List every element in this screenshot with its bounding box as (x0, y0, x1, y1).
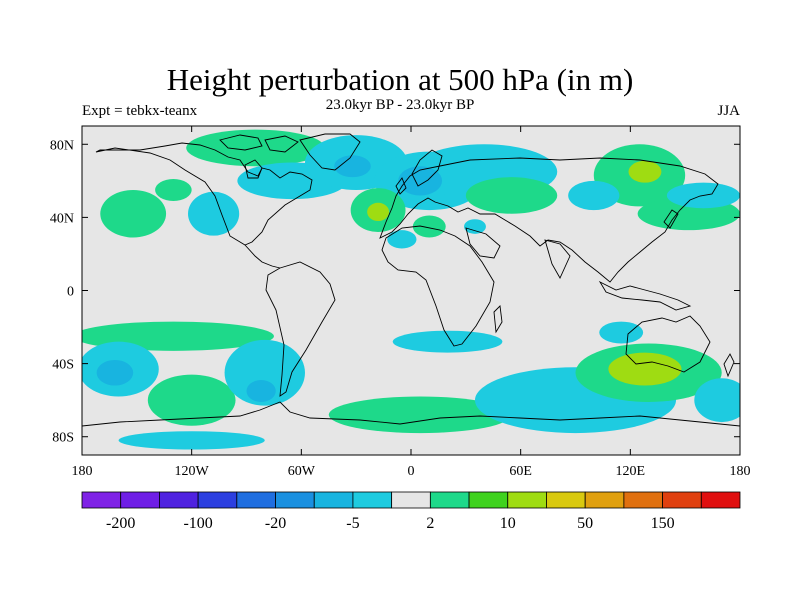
colorbar-swatch (700, 491, 741, 509)
contour-region-s-america-blue (224, 339, 305, 406)
x-tick-label: 180 (72, 464, 93, 479)
contour-region-antarctic-blue (118, 431, 265, 450)
madagascar-coast (493, 305, 503, 334)
contour-region-central-asia-green (465, 177, 558, 214)
colorbar-swatch (275, 491, 315, 509)
season-label: JJA (717, 103, 740, 119)
contour-region-s-ocean-green (328, 396, 512, 434)
y-tick-label: 80N (50, 138, 74, 153)
colorbar-swatch (313, 491, 354, 509)
colorbar-swatch (159, 491, 199, 509)
contour-region-n-pacific-blue (155, 179, 192, 201)
colorbar-label: 10 (500, 515, 516, 532)
x-tick-label: 120W (175, 464, 210, 479)
colorbar-swatch (468, 491, 509, 509)
hudson-bay-coast (244, 159, 263, 179)
x-tick-label: 60E (509, 464, 532, 479)
colorbar-swatch (120, 491, 160, 509)
contour-region-s-atlantic-blue (392, 330, 503, 353)
contour-region-siberia-core (628, 160, 662, 183)
contour-region-ross-sea-blue (694, 378, 740, 423)
contour-region-australia-core (608, 352, 682, 386)
scandinavia-coast (411, 149, 443, 187)
y-tick-label: 0 (67, 285, 74, 300)
india-coast (544, 239, 571, 279)
y-tick-label: 80S (52, 431, 74, 446)
x-tick-label: 60W (288, 464, 316, 479)
contour-region-s-america-core (246, 380, 276, 402)
contour-region-europe-core (398, 166, 443, 196)
maritime-asia-coast (598, 280, 692, 311)
colorbar-swatch (584, 491, 625, 509)
central-america-coast (244, 244, 281, 269)
contour-region-s-pacific-green (147, 374, 236, 426)
coastlines (82, 133, 740, 427)
north-america-coast (95, 142, 313, 246)
colorbar-swatch (391, 491, 431, 509)
contour-region-n-america-blue (188, 191, 240, 236)
colorbar-label: -20 (265, 515, 286, 532)
colorbar-swatch (507, 491, 547, 509)
x-tick-label: 0 (408, 464, 415, 479)
colorbar: -200 -100 -20 -5 2 10 50 150 (81, 491, 741, 532)
y-tick-label: 40N (50, 211, 74, 226)
colorbar-label: -200 (106, 515, 135, 532)
y-tick-label: 40S (52, 358, 74, 373)
colorbar-swatch (236, 491, 276, 509)
axes: 180 120W 60W 0 60E 120E 180 80N 40N 0 40S 80S (50, 126, 751, 479)
contour-region-atlantic-core (367, 202, 390, 222)
colorbar-swatch (662, 491, 702, 509)
contour-region-mideast-blue (464, 219, 486, 234)
uk-coast (395, 177, 407, 195)
x-tick-label: 180 (730, 464, 751, 479)
colorbar-label: 2 (426, 515, 434, 532)
contour-region-w-australia-blue (599, 321, 644, 344)
colorbar-label: 150 (651, 515, 675, 532)
contour-region-med-green (412, 215, 446, 238)
x-tick-label: 120E (616, 464, 646, 479)
australia-coast (625, 315, 711, 373)
japan-coast (663, 209, 679, 229)
south-america-coast (265, 261, 336, 397)
new-zealand-coast (723, 353, 735, 378)
map-subtitle: 23.0kyr BP - 23.0kyr BP (325, 97, 475, 113)
greenland-coast (299, 133, 361, 171)
map-title: Height perturbation at 500 hPa (in m) (166, 62, 634, 97)
contour-region-mongolia-blue (568, 180, 620, 211)
colorbar-swatch (352, 491, 393, 509)
eurasia-coast (379, 157, 719, 283)
colorbar-swatch (546, 491, 586, 509)
contour-region-n-pacific-green (100, 189, 167, 238)
contour-region-nw-africa-blue (387, 230, 417, 249)
arctic-islands-coast (219, 134, 299, 153)
colorbar-label: -5 (346, 515, 359, 532)
colorbar-swatch (429, 491, 470, 509)
colorbar-swatch (623, 491, 663, 509)
contour-region-s-pacific-core (96, 359, 134, 386)
antarctica-coast (82, 401, 740, 427)
experiment-label: Expt = tebkx-teanx (82, 103, 198, 119)
colorbar-swatch (81, 491, 122, 509)
colorbar-label: 50 (577, 515, 593, 532)
africa-coast (381, 225, 495, 347)
colorbar-swatch (197, 491, 238, 509)
arabia-coast (465, 227, 501, 259)
contour-region-greenland-core (334, 155, 371, 178)
colorbar-label: -100 (183, 515, 212, 532)
